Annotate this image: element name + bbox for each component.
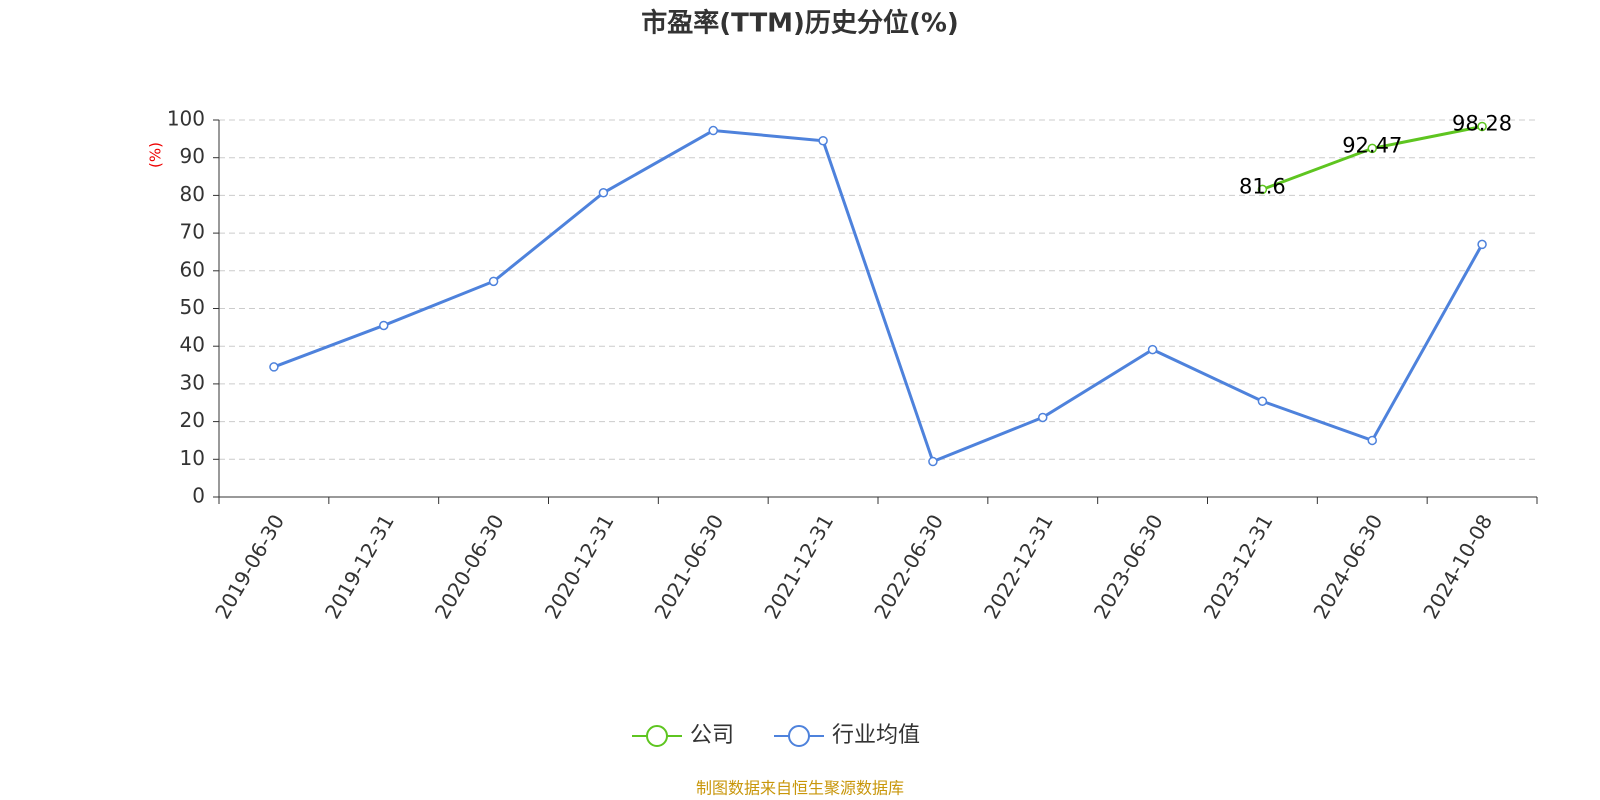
data-point	[928, 456, 938, 467]
data-label: 81.6	[1239, 174, 1286, 198]
x-tick-label: 2024-06-30	[1308, 510, 1387, 623]
data-point	[379, 320, 389, 331]
data-point	[1257, 396, 1268, 406]
data-point	[708, 125, 718, 136]
x-tick-label: 2023-06-30	[1089, 510, 1168, 623]
y-axis-label: (%)	[147, 142, 165, 168]
data-point	[1367, 435, 1377, 446]
legend-marker	[646, 725, 668, 747]
x-tick-label: 2022-06-30	[869, 510, 948, 623]
x-tick-label: 2023-12-31	[1199, 510, 1278, 623]
y-tick-label: 40	[180, 333, 205, 357]
x-tick-label: 2019-12-31	[320, 510, 399, 623]
x-tick-label: 2021-12-31	[759, 510, 838, 623]
x-tick-label: 2020-06-30	[430, 510, 509, 623]
legend-marker	[788, 725, 810, 747]
legend-label: 公司	[690, 723, 734, 748]
x-tick-label: 2021-06-30	[649, 510, 728, 623]
y-tick-label: 80	[180, 182, 205, 206]
data-label: 98.28	[1452, 111, 1512, 135]
data-point	[818, 135, 828, 146]
x-tick-label: 2019-06-30	[210, 510, 289, 623]
y-tick-label: 100	[167, 107, 205, 131]
data-point	[1257, 184, 1268, 195]
y-tick-label: 60	[180, 257, 205, 281]
data-point	[269, 362, 279, 372]
source-note: 制图数据来自恒生聚源数据库	[696, 779, 904, 798]
y-tick-label: 10	[180, 446, 205, 470]
y-tick-label: 30	[180, 370, 205, 394]
y-tick-label: 50	[180, 295, 205, 319]
x-tick-label: 2020-12-31	[540, 510, 619, 623]
legend-label: 行业均值	[832, 723, 920, 748]
y-tick-label: 0	[192, 484, 205, 508]
data-point	[488, 276, 499, 287]
data-point	[1477, 239, 1487, 250]
data-point	[1367, 143, 1377, 154]
data-point	[598, 188, 609, 198]
data-point	[1038, 412, 1048, 423]
data-label: 92.47	[1342, 133, 1402, 157]
series-line	[273, 129, 1484, 464]
chart-title: 市盈率(TTM)历史分位(%)	[641, 8, 959, 39]
y-tick-label: 70	[180, 220, 205, 244]
data-point	[1147, 344, 1158, 355]
data-point	[1477, 121, 1487, 132]
x-tick-label: 2024-10-08	[1418, 510, 1497, 623]
y-tick-label: 20	[180, 408, 205, 432]
y-tick-label: 90	[180, 144, 205, 168]
x-tick-label: 2022-12-31	[979, 510, 1058, 623]
